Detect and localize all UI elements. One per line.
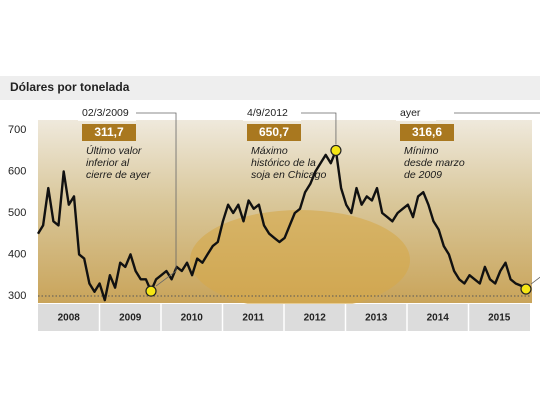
- annotation-text: Último valor: [86, 144, 142, 157]
- chart-title: Dólares por tonelada: [10, 80, 130, 94]
- annotation-marker: [145, 285, 157, 297]
- annotation-text: Máximo: [251, 145, 288, 157]
- annotation-text: cierre de ayer: [86, 169, 151, 181]
- annotation-text: inferior al: [86, 157, 130, 169]
- y-tick-label: 300: [8, 290, 26, 302]
- value-box: [400, 124, 454, 141]
- annotation-text: de 2009: [404, 169, 442, 181]
- x-tick-label: 2011: [242, 313, 264, 324]
- annotation-text: Mínimo: [404, 145, 439, 157]
- value-box: [247, 124, 301, 141]
- x-tick-label: 2009: [119, 313, 142, 324]
- annotation-date: 4/9/2012: [247, 107, 288, 119]
- leader-line: [454, 112, 540, 285]
- leader-line: [301, 112, 337, 145]
- date-box: [243, 105, 301, 121]
- leader-line: [136, 112, 177, 287]
- title-band: [0, 76, 540, 100]
- annotation-value: 311,7: [94, 125, 124, 139]
- annotation-text: soja en Chicago: [251, 169, 326, 181]
- x-tick-label: 2014: [427, 313, 450, 324]
- date-box: [78, 105, 136, 121]
- value-box: [82, 124, 136, 141]
- annotation-value: 650,7: [259, 125, 289, 139]
- y-tick-label: 600: [8, 165, 26, 177]
- annotation-text: desde marzo: [404, 157, 465, 169]
- annotation-value: 316,6: [412, 125, 442, 139]
- x-tick-label: 2015: [488, 313, 511, 324]
- x-tick-label: 2012: [304, 313, 327, 324]
- x-tick-label: 2010: [181, 313, 204, 324]
- line: [36, 149, 527, 302]
- soy-pile: [190, 210, 410, 310]
- y-tick-label: 500: [8, 207, 26, 219]
- annotation-marker: [520, 283, 532, 295]
- date-box: [396, 105, 436, 121]
- annotation-date: 02/3/2009: [82, 107, 129, 119]
- annotation-marker: [330, 144, 342, 157]
- y-tick-label: 700: [8, 124, 26, 136]
- x-tick-label: 2008: [58, 313, 81, 324]
- y-tick-label: 400: [8, 248, 26, 260]
- x-tick-label: 2013: [365, 313, 388, 324]
- annotation-text: histórico de la: [251, 157, 316, 169]
- annotation-date: ayer: [400, 107, 421, 119]
